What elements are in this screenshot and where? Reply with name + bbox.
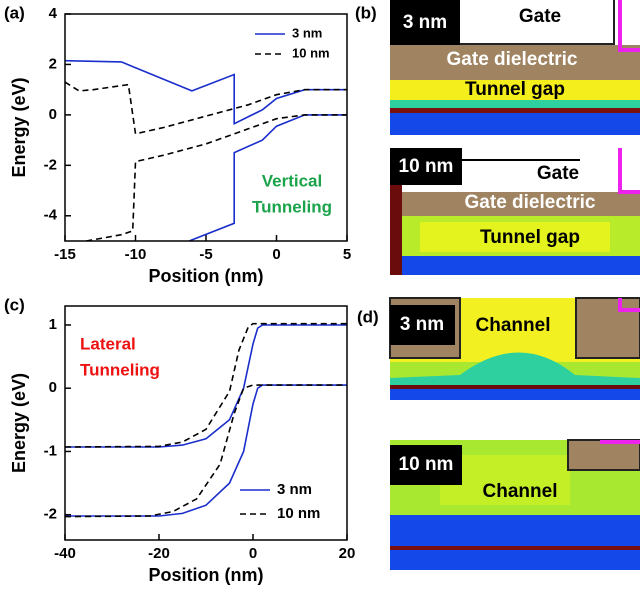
y-tick-label: -2 <box>44 506 57 523</box>
x-tick-label: -5 <box>199 246 212 263</box>
annotation: Lateral <box>80 334 136 353</box>
series-line <box>65 322 347 448</box>
thickness-label: 10 nm <box>399 454 454 475</box>
region-label: Gate <box>537 163 579 184</box>
region-label: Gate dielectric <box>465 192 596 213</box>
series-line <box>65 384 347 517</box>
y-tick-label: -1 <box>44 442 57 459</box>
panel-label: (b) <box>355 3 377 22</box>
region-label: Gate dielectric <box>447 49 578 70</box>
region-label: Channel <box>476 315 551 336</box>
thickness-label: 3 nm <box>403 12 447 33</box>
x-tick-label: -40 <box>54 545 76 562</box>
legend-label: 3 nm <box>277 481 312 498</box>
legend-label: 10 nm <box>292 45 330 60</box>
region-label: Gate <box>519 6 561 27</box>
image-b-3nm <box>390 0 640 135</box>
x-tick-label: 5 <box>343 246 351 263</box>
region-label: Tunnel gap <box>465 79 565 100</box>
image-d-3nm <box>389 297 640 400</box>
legend-label: 3 nm <box>292 25 322 40</box>
x-axis-label: Position (nm) <box>149 266 264 286</box>
y-tick-label: -2 <box>44 156 57 173</box>
x-axis-label: Position (nm) <box>149 565 264 585</box>
x-tick-label: -20 <box>148 545 170 562</box>
series-line <box>86 114 347 241</box>
panel-label: (d) <box>357 307 379 326</box>
legend-label: 10 nm <box>277 505 320 522</box>
region-label: Channel <box>483 481 558 502</box>
image-d-10nm <box>390 439 640 570</box>
y-tick-label: 4 <box>49 5 58 22</box>
y-tick-label: 0 <box>49 379 57 396</box>
y-axis-label: Energy (eV) <box>9 77 29 177</box>
x-tick-label: -15 <box>54 246 76 263</box>
y-tick-label: 0 <box>49 106 57 123</box>
series-line <box>65 81 347 135</box>
x-tick-label: 0 <box>272 246 280 263</box>
series-line <box>65 384 347 518</box>
x-tick-label: 20 <box>339 545 356 562</box>
annotation: Vertical <box>262 171 323 190</box>
x-tick-label: -10 <box>125 246 147 263</box>
plot-frame <box>64 305 348 541</box>
plot-frame <box>64 13 348 242</box>
y-tick-label: -4 <box>44 207 58 224</box>
y-tick-label: 2 <box>49 55 57 72</box>
thickness-label: 10 nm <box>399 156 454 177</box>
region-label: Tunnel gap <box>480 227 580 248</box>
series-line <box>65 59 347 125</box>
y-axis-label: Energy (eV) <box>9 373 29 473</box>
thickness-label: 3 nm <box>400 314 444 335</box>
image-b-10nm <box>390 148 640 275</box>
series-line <box>65 324 347 448</box>
annotation: Tunneling <box>80 360 160 379</box>
panel-label: (a) <box>4 3 25 22</box>
x-tick-label: 0 <box>249 545 257 562</box>
y-tick-label: 1 <box>49 316 57 333</box>
panel-label: (c) <box>4 295 25 314</box>
annotation: Tunneling <box>252 197 332 216</box>
